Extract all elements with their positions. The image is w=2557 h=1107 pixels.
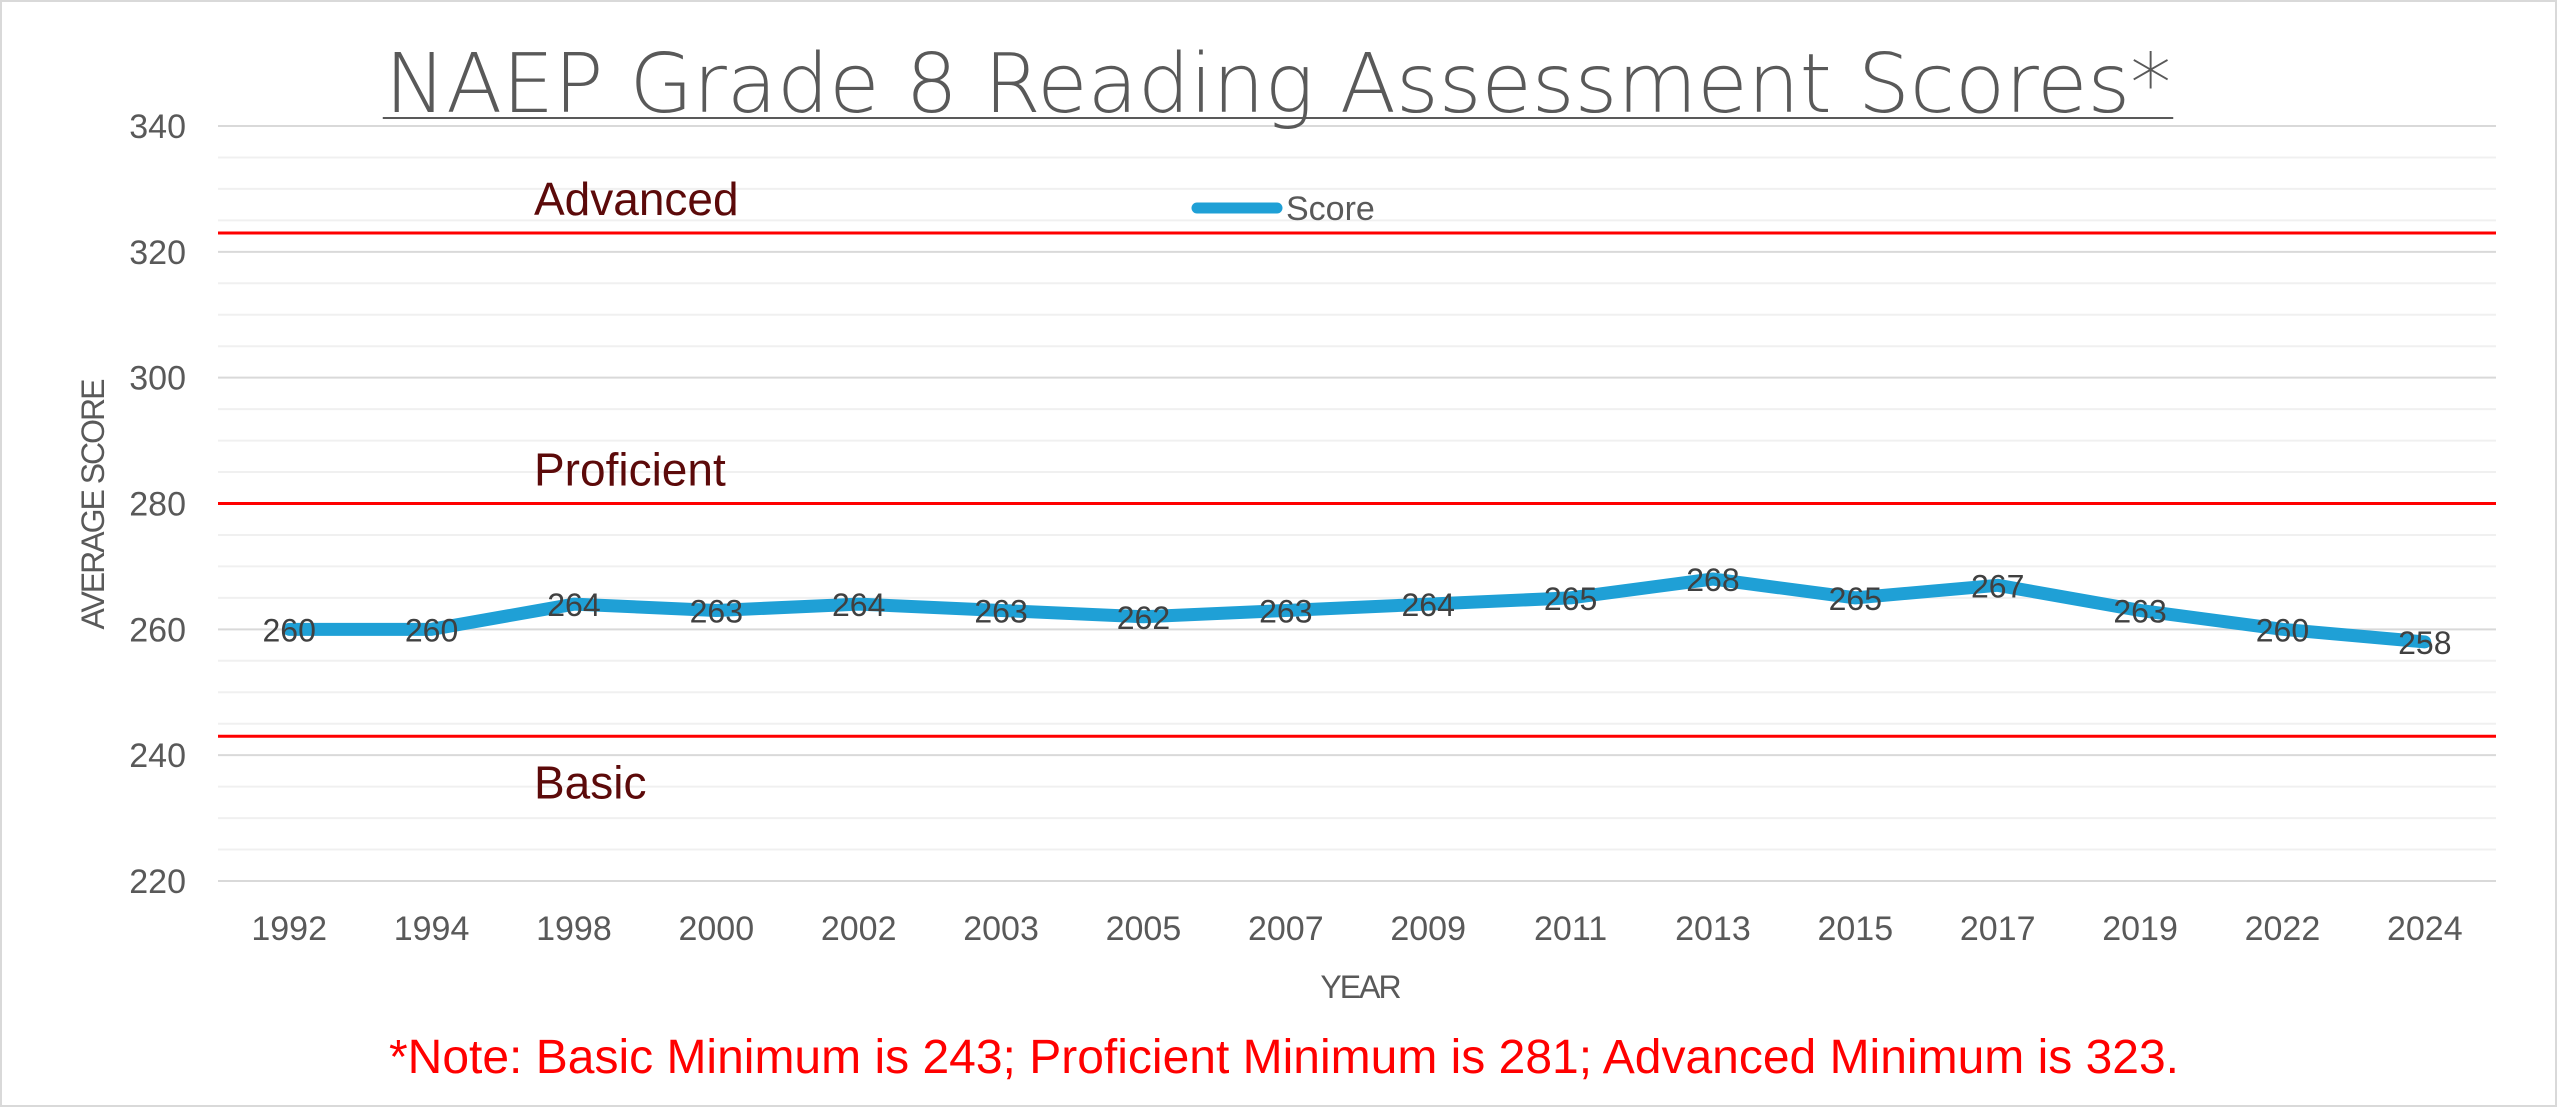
- y-tick-label: 220: [129, 863, 186, 901]
- x-tick-label: 2011: [1534, 910, 1607, 948]
- x-tick-label: 2017: [1960, 910, 2036, 948]
- data-label: 267: [1971, 568, 2024, 604]
- data-label: 260: [262, 612, 315, 648]
- x-tick-label: 2019: [2102, 910, 2178, 948]
- x-axis-title: YEAR: [1320, 969, 1400, 1005]
- x-tick-label: 1992: [251, 910, 327, 948]
- data-point: [1279, 604, 1292, 617]
- y-tick-label: 300: [129, 360, 186, 398]
- note-text: *Note: Basic Minimum is 243; Proficient …: [389, 1031, 2179, 1084]
- minor-gridlines: [218, 156, 2496, 851]
- y-axis-ticks: 220 240 260 280 300 320 340: [129, 108, 186, 901]
- data-point: [1991, 579, 2004, 592]
- x-axis-ticks: 1992 1994 1998 2000 2002 2003 2005 2007 2009 2011…: [251, 910, 2462, 948]
- x-tick-label: 2000: [678, 910, 754, 948]
- x-tick-label: 2005: [1106, 910, 1182, 948]
- x-tick-label: 2002: [821, 910, 897, 948]
- x-tick-label: 2015: [1817, 910, 1893, 948]
- x-tick-label: 1994: [394, 910, 470, 948]
- data-point: [1422, 598, 1435, 611]
- y-axis-title: AVERAGE SCORE: [75, 380, 111, 630]
- data-point: [852, 598, 865, 611]
- x-tick-label: 2009: [1390, 910, 1466, 948]
- data-label: 258: [2398, 625, 2451, 661]
- data-label: 263: [690, 593, 743, 629]
- data-label: 264: [832, 587, 885, 623]
- y-tick-label: 260: [129, 611, 186, 649]
- reference-label-advanced: Advanced: [534, 173, 739, 225]
- reference-lines: Advanced Proficient Basic: [218, 173, 2496, 808]
- x-tick-label: 2024: [2387, 910, 2463, 948]
- data-point: [1849, 591, 1862, 604]
- reference-label-basic: Basic: [534, 756, 646, 808]
- data-point: [425, 623, 438, 636]
- data-point: [283, 623, 296, 636]
- y-tick-label: 340: [129, 108, 186, 146]
- data-label: 260: [2256, 612, 2309, 648]
- chart-title: NAEP Grade 8 Reading Assessment Scores*: [385, 37, 2171, 132]
- data-label: 263: [974, 593, 1027, 629]
- series-layer: [282, 572, 2432, 649]
- data-label: 264: [1401, 587, 1454, 623]
- data-point: [2134, 604, 2147, 617]
- data-label: 262: [1117, 600, 1170, 636]
- data-point: [567, 598, 580, 611]
- data-label: 265: [1829, 581, 1882, 617]
- data-point: [2276, 623, 2289, 636]
- reference-label-proficient: Proficient: [534, 444, 726, 496]
- data-point: [2418, 635, 2431, 648]
- y-tick-label: 240: [129, 737, 186, 775]
- data-point: [1137, 610, 1150, 623]
- data-label: 264: [547, 587, 600, 623]
- legend: Score: [1191, 190, 1375, 228]
- y-tick-label: 280: [129, 486, 186, 524]
- data-label: 260: [405, 612, 458, 648]
- data-point: [710, 604, 723, 617]
- data-point: [995, 604, 1008, 617]
- data-labels: 260 260 264 263 264 263 262 263 264 265 268 265 267 2…: [262, 562, 2451, 661]
- x-tick-label: 1998: [536, 910, 612, 948]
- x-tick-label: 2007: [1248, 910, 1324, 948]
- x-tick-label: 2022: [2245, 910, 2321, 948]
- data-point: [1564, 591, 1577, 604]
- data-label: 263: [1259, 593, 1312, 629]
- data-label: 263: [2113, 593, 2166, 629]
- series-line-score: [282, 572, 2432, 649]
- y-tick-label: 320: [129, 234, 186, 272]
- x-tick-label: 2013: [1675, 910, 1751, 948]
- data-label: 265: [1544, 581, 1597, 617]
- legend-label-score: Score: [1286, 190, 1375, 228]
- data-label: 268: [1686, 562, 1739, 598]
- x-tick-label: 2003: [963, 910, 1039, 948]
- data-point: [1706, 573, 1719, 585]
